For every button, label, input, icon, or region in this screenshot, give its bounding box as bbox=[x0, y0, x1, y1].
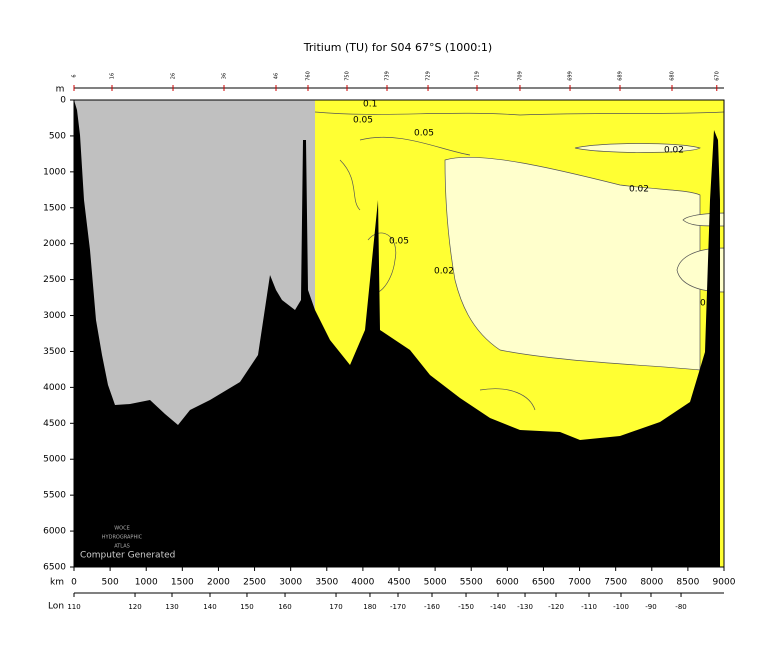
lon-tick-label: 180 bbox=[363, 603, 376, 611]
station-label: 709 bbox=[517, 71, 523, 81]
field-low bbox=[444, 157, 701, 371]
lon-tick-label: -120 bbox=[548, 603, 564, 611]
watermark: HYDROGRAPHIC bbox=[102, 535, 143, 541]
station-label: 739 bbox=[385, 71, 391, 81]
station-label: 36 bbox=[222, 73, 228, 79]
x-tick-label: 6000 bbox=[496, 578, 519, 588]
y-tick-label: 4000 bbox=[43, 383, 66, 393]
lon-tick-label: -80 bbox=[675, 603, 686, 611]
x-tick-label: 7000 bbox=[568, 578, 591, 588]
lon-tick-label: 140 bbox=[203, 603, 216, 611]
y-tick-label: 3000 bbox=[43, 311, 66, 321]
x-tick-label: 1000 bbox=[135, 578, 158, 588]
contour-line bbox=[479, 388, 536, 411]
contour-line bbox=[339, 136, 471, 211]
y-axis-label: m bbox=[56, 85, 65, 95]
x-tick-label: 5500 bbox=[460, 578, 483, 588]
y-tick-label: 5000 bbox=[43, 455, 66, 465]
y-tick-label: 4500 bbox=[43, 419, 66, 429]
lon-tick-label: -130 bbox=[517, 603, 533, 611]
lon-tick-label: -170 bbox=[390, 603, 406, 611]
y-tick-label: 3500 bbox=[43, 347, 66, 357]
lon-tick-label: -150 bbox=[458, 603, 474, 611]
x-tick-label: 500 bbox=[102, 578, 119, 588]
contour-label: 0.02 bbox=[664, 146, 684, 156]
watermark: ATLAS bbox=[114, 544, 130, 550]
station-label: 680 bbox=[670, 71, 676, 81]
chart-title: Tritium (TU) for S04 67°S (1000:1) bbox=[303, 41, 492, 54]
x-tick-label: 4500 bbox=[388, 578, 411, 588]
station-label: 750 bbox=[345, 71, 351, 81]
x-tick-label: 4000 bbox=[351, 578, 374, 588]
lon-tick-label: 170 bbox=[329, 603, 342, 611]
y-tick-label: 6500 bbox=[43, 563, 66, 573]
lon-tick-label: -140 bbox=[490, 603, 506, 611]
x-tick-label: 3000 bbox=[279, 578, 302, 588]
x-tick-label: 8000 bbox=[640, 578, 663, 588]
y-tick-label: 2500 bbox=[43, 275, 66, 285]
lon-tick-label: -110 bbox=[581, 603, 597, 611]
lon-tick-label: -160 bbox=[424, 603, 440, 611]
x-axis-label: km bbox=[50, 578, 64, 588]
station-label: 46 bbox=[274, 73, 280, 79]
station-label: 670 bbox=[714, 71, 720, 81]
y-tick-label: 6000 bbox=[43, 527, 66, 537]
lon-tick-label: 110 bbox=[67, 603, 80, 611]
x-tick-label: 9000 bbox=[713, 578, 736, 588]
contour-label: 0.1 bbox=[363, 100, 377, 110]
contour-label: 0.05 bbox=[414, 129, 434, 139]
station-label: 699 bbox=[568, 71, 574, 81]
station-label: 729 bbox=[426, 71, 432, 81]
y-tick-label: 0 bbox=[60, 96, 66, 106]
x-tick-label: 5000 bbox=[424, 578, 447, 588]
lon-axis-label: Lon bbox=[48, 602, 64, 612]
station-label: 760 bbox=[306, 71, 312, 81]
y-tick-label: 2000 bbox=[43, 239, 66, 249]
x-tick-label: 2500 bbox=[243, 578, 266, 588]
x-tick-label: 3500 bbox=[315, 578, 338, 588]
x-tick-label: 0 bbox=[71, 578, 77, 588]
x-tick-label: 8500 bbox=[676, 578, 699, 588]
lon-tick-label: -100 bbox=[613, 603, 629, 611]
y-tick-label: 5500 bbox=[43, 491, 66, 501]
x-tick-label: 1500 bbox=[171, 578, 194, 588]
lon-tick-label: 150 bbox=[240, 603, 253, 611]
lon-tick-label: 120 bbox=[128, 603, 141, 611]
lon-tick-label: 130 bbox=[165, 603, 178, 611]
contour-label: 0.05 bbox=[389, 237, 409, 247]
station-label: 689 bbox=[618, 71, 624, 81]
y-tick-label: 500 bbox=[49, 131, 66, 141]
field-low bbox=[574, 143, 701, 153]
x-tick-label: 2000 bbox=[207, 578, 230, 588]
credit: Computer Generated bbox=[80, 551, 175, 561]
bathymetry bbox=[74, 100, 720, 567]
lon-tick-label: -90 bbox=[645, 603, 656, 611]
y-tick-label: 1000 bbox=[43, 167, 66, 177]
lon-tick-label: 160 bbox=[278, 603, 291, 611]
x-tick-label: 6500 bbox=[532, 578, 555, 588]
station-label: 6 bbox=[72, 74, 78, 77]
contour-label: 0.05 bbox=[353, 116, 373, 126]
station-label: 16 bbox=[109, 73, 115, 79]
contour-label: 0.02 bbox=[629, 185, 649, 195]
contour-label: 0.02 bbox=[434, 267, 454, 277]
watermark: WOCE bbox=[114, 526, 130, 532]
y-tick-label: 1500 bbox=[43, 203, 66, 213]
station-label: 719 bbox=[475, 71, 481, 81]
contour-label: 0.02 bbox=[700, 299, 720, 309]
x-tick-label: 7500 bbox=[604, 578, 627, 588]
station-label: 26 bbox=[171, 73, 177, 79]
contour-line bbox=[314, 111, 725, 116]
